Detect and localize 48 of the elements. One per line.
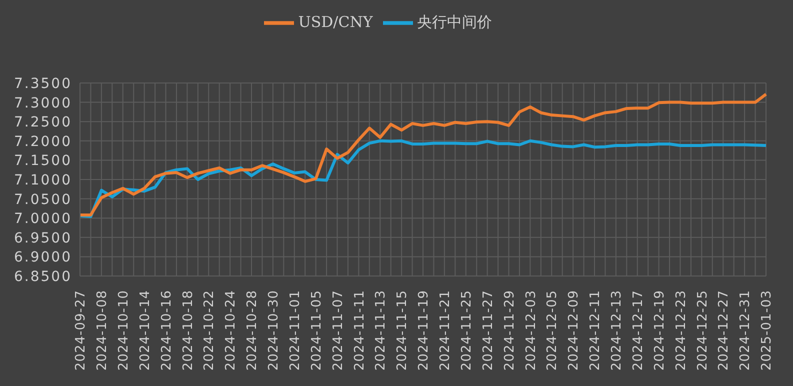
x-tick-label: 2024-10-30 <box>266 290 282 371</box>
y-tick-label: 7.3000 <box>14 95 72 112</box>
x-tick-label: 2024-11-05 <box>309 290 324 371</box>
x-tick-label: 2024-11-15 <box>395 290 410 371</box>
x-tick-label: 2024-11-07 <box>330 290 346 371</box>
x-tick-label: 2024-12-11 <box>588 290 604 371</box>
y-tick-label: 7.1500 <box>14 153 72 170</box>
x-tick-label: 2024-10-22 <box>202 290 218 371</box>
y-tick-label: 7.1000 <box>14 172 72 188</box>
line-series <box>78 139 768 218</box>
x-tick-label: 2024-10-16 <box>159 290 174 371</box>
x-tick-label: 2025-01-03 <box>760 290 775 371</box>
y-tick-label: 7.0500 <box>14 192 72 208</box>
x-tick-label: 2024-11-27 <box>480 290 496 371</box>
x-tick-label: 2024-12-13 <box>609 290 624 371</box>
x-tick-label: 2024-10-28 <box>245 290 260 371</box>
x-tick-label: 2024-11-21 <box>438 290 453 371</box>
y-tick-label: 6.9500 <box>14 230 72 246</box>
x-tick-label: 2024-11-13 <box>374 290 389 371</box>
legend-label: USD/CNY <box>298 12 373 31</box>
x-tick-label: 2024-11-29 <box>502 290 518 371</box>
y-tick-label: 6.8500 <box>14 268 72 285</box>
y-tick-label: 7.3500 <box>14 76 72 92</box>
x-tick-label: 2024-12-17 <box>630 290 646 371</box>
x-tick-label: 2024-12-31 <box>738 290 754 371</box>
x-tick-label: 2024-10-14 <box>138 290 153 371</box>
x-tick-label: 2024-10-08 <box>94 290 110 371</box>
y-tick-label: 7.0000 <box>14 211 72 228</box>
x-tick-label: 2024-10-18 <box>180 290 196 371</box>
x-tick-label: 2024-12-27 <box>716 290 732 371</box>
y-tick-label: 6.9000 <box>14 250 72 266</box>
x-tick-label: 2024-12-23 <box>674 290 689 371</box>
x-tick-label: 2024-11-19 <box>416 290 432 371</box>
x-tick-label: 2024-12-05 <box>545 290 560 371</box>
x-tick-label: 2024-12-19 <box>652 290 668 371</box>
x-tick-label: 2024-09-27 <box>74 290 89 371</box>
y-tick-label: 7.2500 <box>14 114 72 131</box>
x-tick-label: 2024-11-01 <box>288 290 303 371</box>
y-tick-label: 7.2000 <box>14 134 72 150</box>
x-tick-label: 2024-12-25 <box>695 290 710 371</box>
legend-label: 央行中间价 <box>416 12 492 31</box>
x-tick-label: 2024-11-25 <box>459 290 474 371</box>
x-tick-label: 2024-11-11 <box>352 290 368 371</box>
line-series <box>78 92 768 217</box>
x-tick-label: 2024-10-10 <box>116 290 132 371</box>
x-tick-label: 2024-12-03 <box>524 290 539 371</box>
x-tick-label: 2024-12-09 <box>566 290 582 371</box>
x-tick-label: 2024-10-24 <box>224 290 239 371</box>
